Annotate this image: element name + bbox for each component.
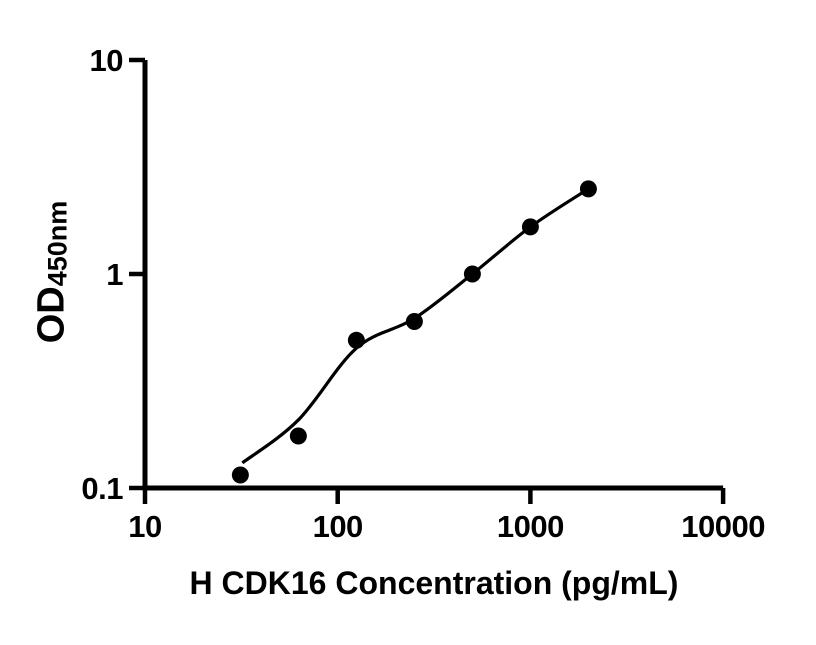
x-tick-label: 1000 (497, 509, 564, 544)
x-axis-title: H CDK16 Concentration (pg/mL) (189, 565, 679, 601)
y-axis-title-main: OD (30, 286, 73, 344)
data-point (463, 265, 481, 283)
x-tick-label: 10000 (681, 509, 765, 544)
y-axis-title-subscript: 450nm (42, 200, 73, 287)
y-axis-title: OD450nm (30, 200, 73, 344)
data-point (289, 427, 307, 445)
y-tick-label: 10 (90, 43, 123, 78)
data-point (231, 466, 249, 484)
y-tick-label: 0.1 (81, 471, 123, 506)
data-point (405, 312, 423, 330)
x-tick-label: 100 (313, 509, 363, 544)
data-point (579, 180, 597, 198)
data-point (347, 331, 365, 349)
data-point (521, 218, 539, 236)
y-tick-label: 1 (106, 257, 123, 292)
x-tick-label: 10 (128, 509, 161, 544)
axis-line (142, 60, 724, 491)
